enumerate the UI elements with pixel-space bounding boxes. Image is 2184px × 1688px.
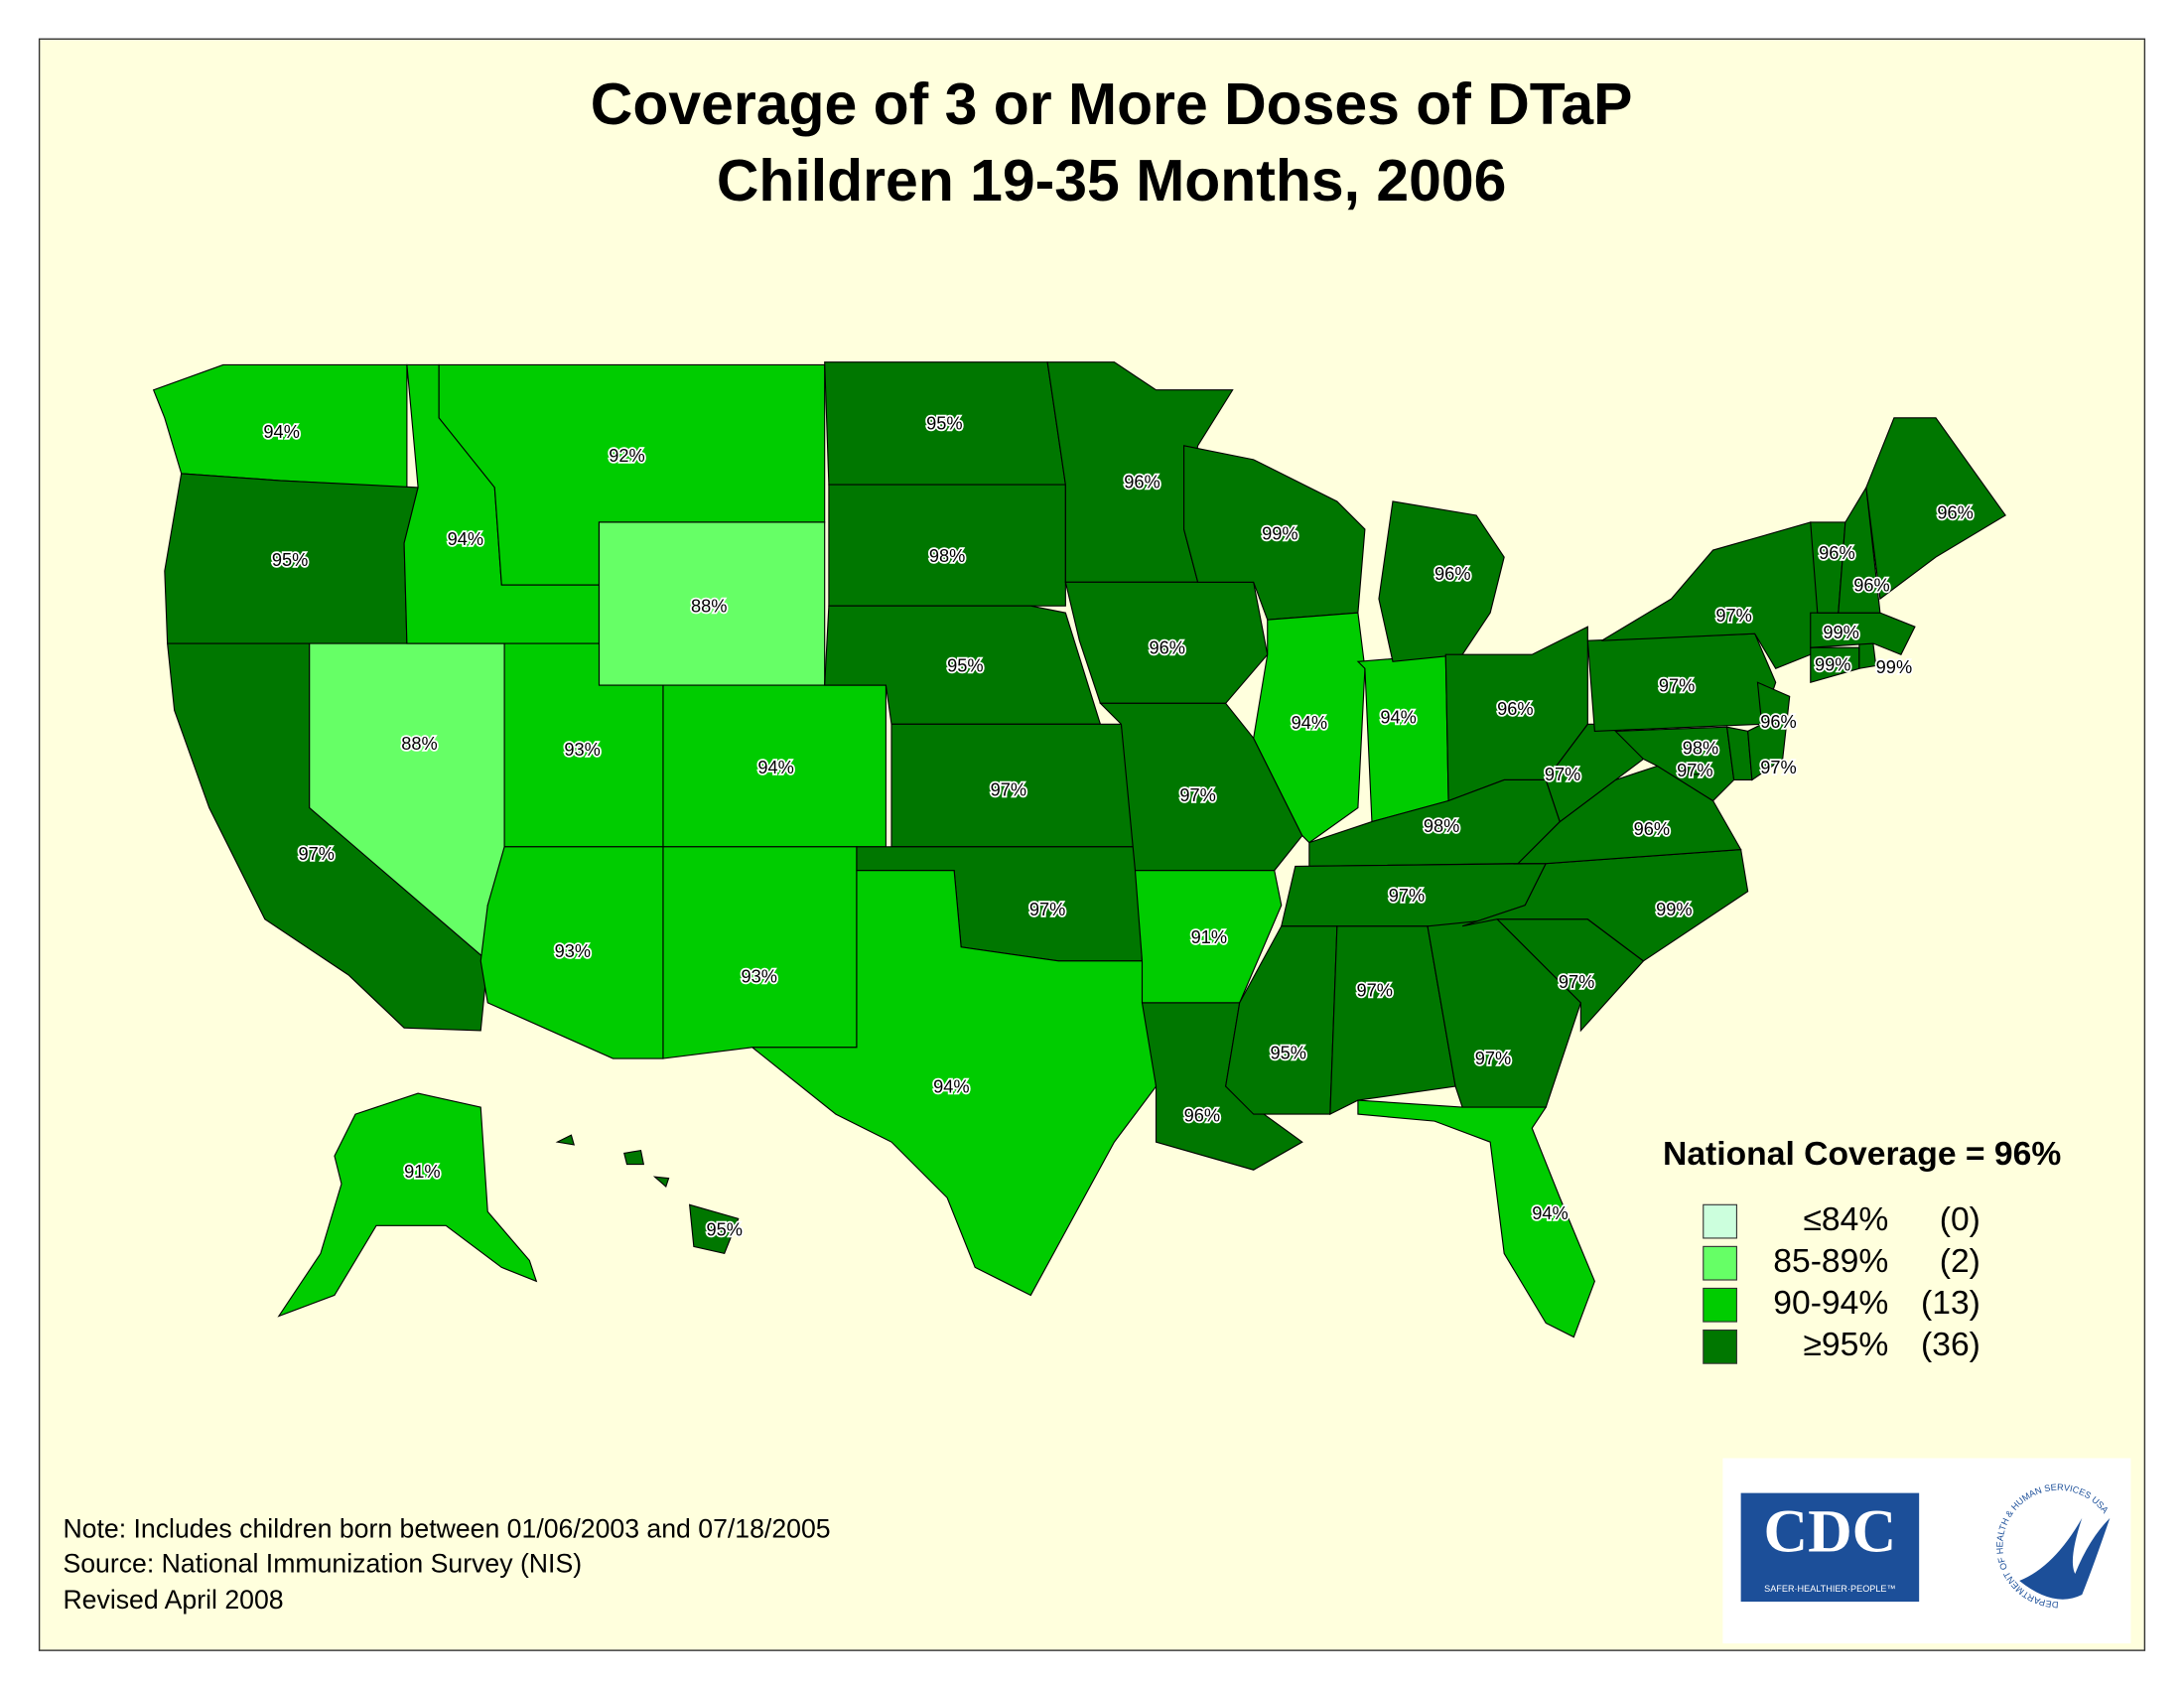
- subtitle: Children 19-35 Months, 2006: [717, 149, 1506, 213]
- state-label: 91%: [1191, 926, 1227, 947]
- note: Note: Includes children born between 01/…: [63, 1514, 830, 1544]
- title: Coverage of 3 or More Doses of DTaP: [591, 72, 1633, 137]
- legend-swatch: [1703, 1287, 1737, 1323]
- state-label: 97%: [1357, 979, 1393, 1000]
- state-label: 94%: [1380, 707, 1416, 728]
- state: [751, 870, 1158, 1297]
- state-label: 98%: [1683, 737, 1718, 758]
- cdc-logo-text: CDC: [1764, 1498, 1897, 1566]
- state-label: 96%: [1819, 542, 1854, 563]
- legend-swatch: [1703, 1245, 1737, 1281]
- state: [1865, 417, 2006, 601]
- state-label: 95%: [926, 413, 962, 434]
- legend-count: (2): [1940, 1243, 1980, 1280]
- legend-title: National Coverage = 96%: [1663, 1136, 2061, 1173]
- hhs-logo-eagle: [2019, 1517, 2111, 1600]
- state-label: 99%: [1815, 653, 1850, 674]
- state-label: 92%: [609, 445, 644, 466]
- state: [1357, 1099, 1595, 1338]
- state-label: 98%: [929, 545, 965, 566]
- state: [662, 846, 858, 1059]
- state-label: 96%: [1434, 563, 1470, 584]
- source: Source: National Immunization Survey (NI…: [63, 1549, 582, 1579]
- legend-label: ≥95%: [1803, 1327, 1888, 1363]
- legend-swatch: [1703, 1329, 1737, 1364]
- state-label: 94%: [933, 1075, 969, 1096]
- state-label: 88%: [691, 595, 727, 616]
- legend-label: 90-94%: [1773, 1285, 1888, 1322]
- state-label: 93%: [742, 965, 777, 986]
- cdc-tagline: SAFER·HEALTHIER·PEOPLE™: [1764, 1584, 1895, 1594]
- state-label: 97%: [1475, 1048, 1511, 1068]
- state-label: 97%: [1559, 971, 1594, 992]
- revised: Revised April 2008: [63, 1585, 283, 1615]
- state-label: 93%: [555, 940, 591, 961]
- state-label: 99%: [1656, 899, 1692, 919]
- state: [828, 484, 1066, 607]
- state: [688, 1203, 740, 1255]
- legend-swatch: [1703, 1203, 1737, 1239]
- state: [1329, 925, 1456, 1116]
- legend-count: (0): [1940, 1201, 1980, 1238]
- state-label: 99%: [1262, 522, 1297, 543]
- legend-count: (36): [1921, 1327, 1980, 1363]
- legend-count: (13): [1921, 1285, 1980, 1322]
- state-label: 99%: [1876, 656, 1912, 677]
- state-label: 97%: [991, 779, 1026, 800]
- state-label: 96%: [1184, 1105, 1220, 1126]
- island: [623, 1149, 645, 1166]
- state: [1858, 642, 1877, 669]
- state-label: 98%: [1424, 815, 1459, 836]
- state-label: 97%: [1760, 757, 1796, 777]
- state-label: 97%: [1029, 899, 1065, 919]
- state-label: 97%: [1389, 885, 1425, 906]
- state-label: 96%: [1497, 698, 1533, 719]
- state-label: 88%: [401, 733, 437, 754]
- state-label: 96%: [1853, 574, 1889, 595]
- island: [555, 1134, 576, 1146]
- state-label: 97%: [1179, 784, 1215, 805]
- state-label: 95%: [1271, 1043, 1306, 1063]
- legend-label: ≤84%: [1803, 1201, 1888, 1238]
- state-label: 94%: [1292, 712, 1327, 733]
- state-label: 93%: [564, 739, 600, 760]
- state: [1747, 681, 1791, 781]
- state-label: 97%: [1545, 764, 1580, 784]
- state-label: 91%: [404, 1161, 440, 1182]
- legend: ≤84% (0) 85-89% (2) 90-94% (13) ≥95% (36): [1703, 1201, 1980, 1364]
- state-label: 96%: [1760, 711, 1796, 732]
- state-label: 97%: [1715, 605, 1751, 626]
- state-label: 95%: [947, 655, 983, 676]
- state-labels: 94%95%97%88%94%92%88%93%94%93%93%95%98%9…: [262, 411, 1976, 1242]
- state-label: 94%: [757, 757, 793, 777]
- island: [652, 1176, 670, 1189]
- state-label: 94%: [263, 421, 299, 442]
- cdc-logo: [1740, 1492, 1920, 1603]
- state: [1687, 763, 1701, 775]
- state-label: 97%: [1659, 674, 1695, 695]
- state-label: 97%: [298, 843, 334, 864]
- state-label: 96%: [1124, 472, 1160, 492]
- state-label: 95%: [272, 549, 308, 570]
- state: [1516, 765, 1742, 865]
- state-label: 97%: [1677, 760, 1712, 780]
- state-label: 96%: [1634, 818, 1670, 839]
- state-label: 96%: [1937, 501, 1973, 522]
- state: [277, 1092, 538, 1318]
- state: [1378, 500, 1505, 662]
- legend-label: 85-89%: [1773, 1243, 1888, 1280]
- state-label: 94%: [1532, 1202, 1568, 1223]
- state: [1099, 702, 1303, 872]
- state-label: 95%: [706, 1219, 742, 1240]
- state: [1356, 653, 1449, 823]
- state-label: 96%: [1150, 636, 1185, 657]
- state-label: 94%: [448, 528, 483, 549]
- state-label: 99%: [1823, 622, 1858, 642]
- states: [152, 361, 2006, 1338]
